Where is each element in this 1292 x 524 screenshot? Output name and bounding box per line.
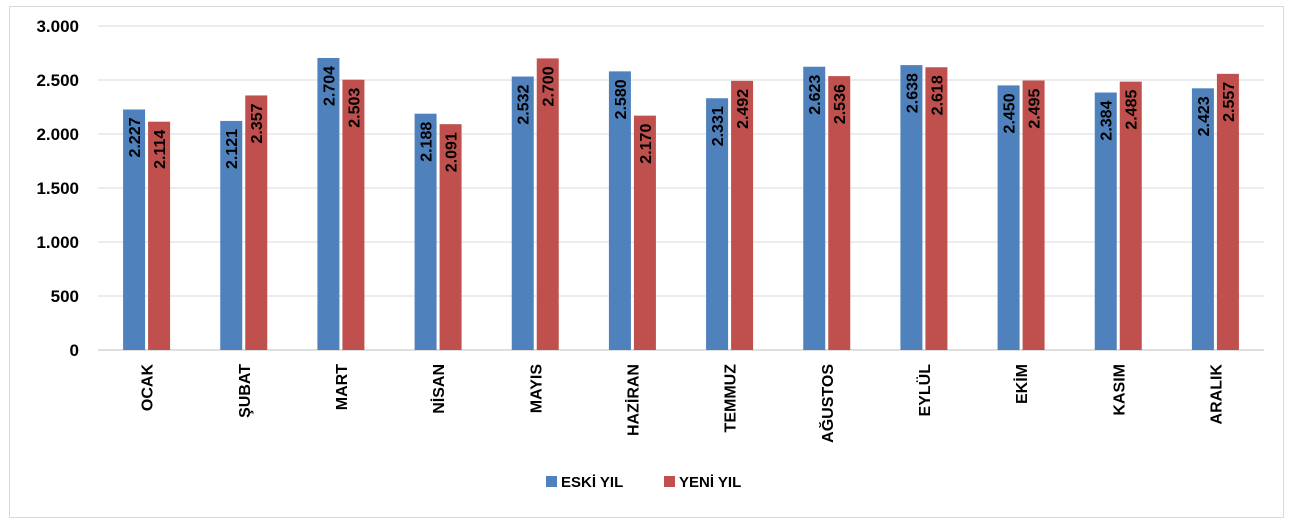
y-tick-label: 1.000 bbox=[36, 233, 79, 252]
bar-yeni bbox=[536, 58, 559, 351]
x-tick-label: TEMMUZ bbox=[723, 364, 740, 433]
bar-eski bbox=[511, 76, 534, 350]
data-label: 2.114 bbox=[152, 130, 169, 169]
data-label: 2.704 bbox=[321, 66, 338, 106]
bar-eski bbox=[900, 65, 923, 350]
data-label: 2.121 bbox=[224, 129, 241, 169]
data-label: 2.091 bbox=[444, 132, 461, 172]
y-tick-label: 3.000 bbox=[36, 17, 79, 36]
x-tick-label: HAZİRAN bbox=[624, 364, 642, 436]
x-tick-label: EYLÜL bbox=[915, 364, 934, 417]
legend-label: YENİ YIL bbox=[679, 474, 741, 491]
gridlines bbox=[98, 25, 1264, 351]
bar-eski bbox=[997, 85, 1020, 351]
bar-eski bbox=[803, 66, 826, 350]
x-tick-label: ARALIK bbox=[1208, 364, 1225, 425]
bar-eski bbox=[414, 113, 437, 350]
bar-yeni bbox=[925, 67, 948, 351]
data-label: 2.170 bbox=[638, 124, 655, 164]
data-label: 2.188 bbox=[419, 122, 436, 162]
y-axis: 0 500 1.000 1.500 2.000 2.500 3.000 bbox=[36, 17, 79, 360]
bar-eski bbox=[123, 109, 146, 350]
legend-label: ESKİ YIL bbox=[561, 474, 623, 491]
x-tick-label: EKİM bbox=[1013, 364, 1031, 404]
data-label: 2.384 bbox=[1099, 100, 1116, 140]
x-tick-label: OCAK bbox=[140, 364, 157, 412]
legend: ESKİ YIL YENİ YIL bbox=[546, 474, 741, 491]
legend-swatch bbox=[546, 476, 557, 487]
y-tick-label: 500 bbox=[51, 287, 79, 306]
bar-yeni bbox=[1119, 81, 1142, 351]
bar-yeni bbox=[245, 95, 268, 350]
data-label: 2.618 bbox=[929, 75, 946, 115]
data-label: 2.227 bbox=[127, 117, 144, 157]
y-tick-label: 1.500 bbox=[36, 179, 79, 198]
data-label: 2.536 bbox=[832, 84, 849, 124]
data-label: 2.331 bbox=[710, 106, 727, 146]
y-tick-label: 0 bbox=[70, 341, 79, 360]
bar-yeni bbox=[633, 115, 656, 350]
bar-eski bbox=[706, 98, 729, 350]
data-label: 2.423 bbox=[1196, 96, 1213, 136]
x-tick-label: MART bbox=[334, 364, 351, 410]
bar-yeni bbox=[1022, 80, 1045, 350]
data-label: 2.492 bbox=[735, 89, 752, 129]
bar-eski bbox=[608, 71, 631, 351]
bars: 2.227 2.121 2.704 2.188 2.532 2.580 2.331 2.623… bbox=[123, 57, 1239, 351]
bar-eski bbox=[220, 120, 243, 350]
legend-swatch bbox=[664, 476, 675, 487]
data-label: 2.532 bbox=[516, 84, 533, 124]
bar-yeni bbox=[731, 80, 754, 350]
bar-eski bbox=[1094, 92, 1117, 350]
data-label: 2.638 bbox=[904, 73, 921, 113]
bar-yeni bbox=[148, 121, 171, 350]
x-tick-label: NİSAN bbox=[430, 364, 448, 414]
bar-eski bbox=[1191, 88, 1214, 350]
data-label: 2.700 bbox=[541, 66, 558, 106]
x-axis: OCAK ŞUBAT MART NİSAN MAYIS HAZİRAN TEMMUZ AĞUS… bbox=[140, 364, 1226, 443]
data-label: 2.450 bbox=[1002, 93, 1019, 133]
bar-yeni bbox=[342, 79, 365, 351]
bar-yeni bbox=[439, 124, 462, 350]
data-label: 2.623 bbox=[807, 75, 824, 115]
x-tick-label: KASIM bbox=[1111, 364, 1128, 416]
data-label: 2.485 bbox=[1124, 90, 1141, 130]
y-tick-label: 2.000 bbox=[36, 125, 79, 144]
bar-eski bbox=[317, 57, 340, 351]
bar-yeni bbox=[1216, 73, 1239, 351]
x-tick-label: AĞUSTOS bbox=[818, 364, 837, 443]
data-label: 2.557 bbox=[1221, 82, 1238, 122]
x-tick-label: MAYIS bbox=[528, 364, 545, 414]
x-tick-label: ŞUBAT bbox=[237, 364, 254, 418]
data-label: 2.580 bbox=[613, 79, 630, 119]
bar-yeni bbox=[828, 76, 851, 350]
y-tick-label: 2.500 bbox=[36, 71, 79, 90]
data-label: 2.495 bbox=[1027, 88, 1044, 128]
data-label: 2.503 bbox=[346, 88, 363, 128]
data-label: 2.357 bbox=[249, 103, 266, 143]
